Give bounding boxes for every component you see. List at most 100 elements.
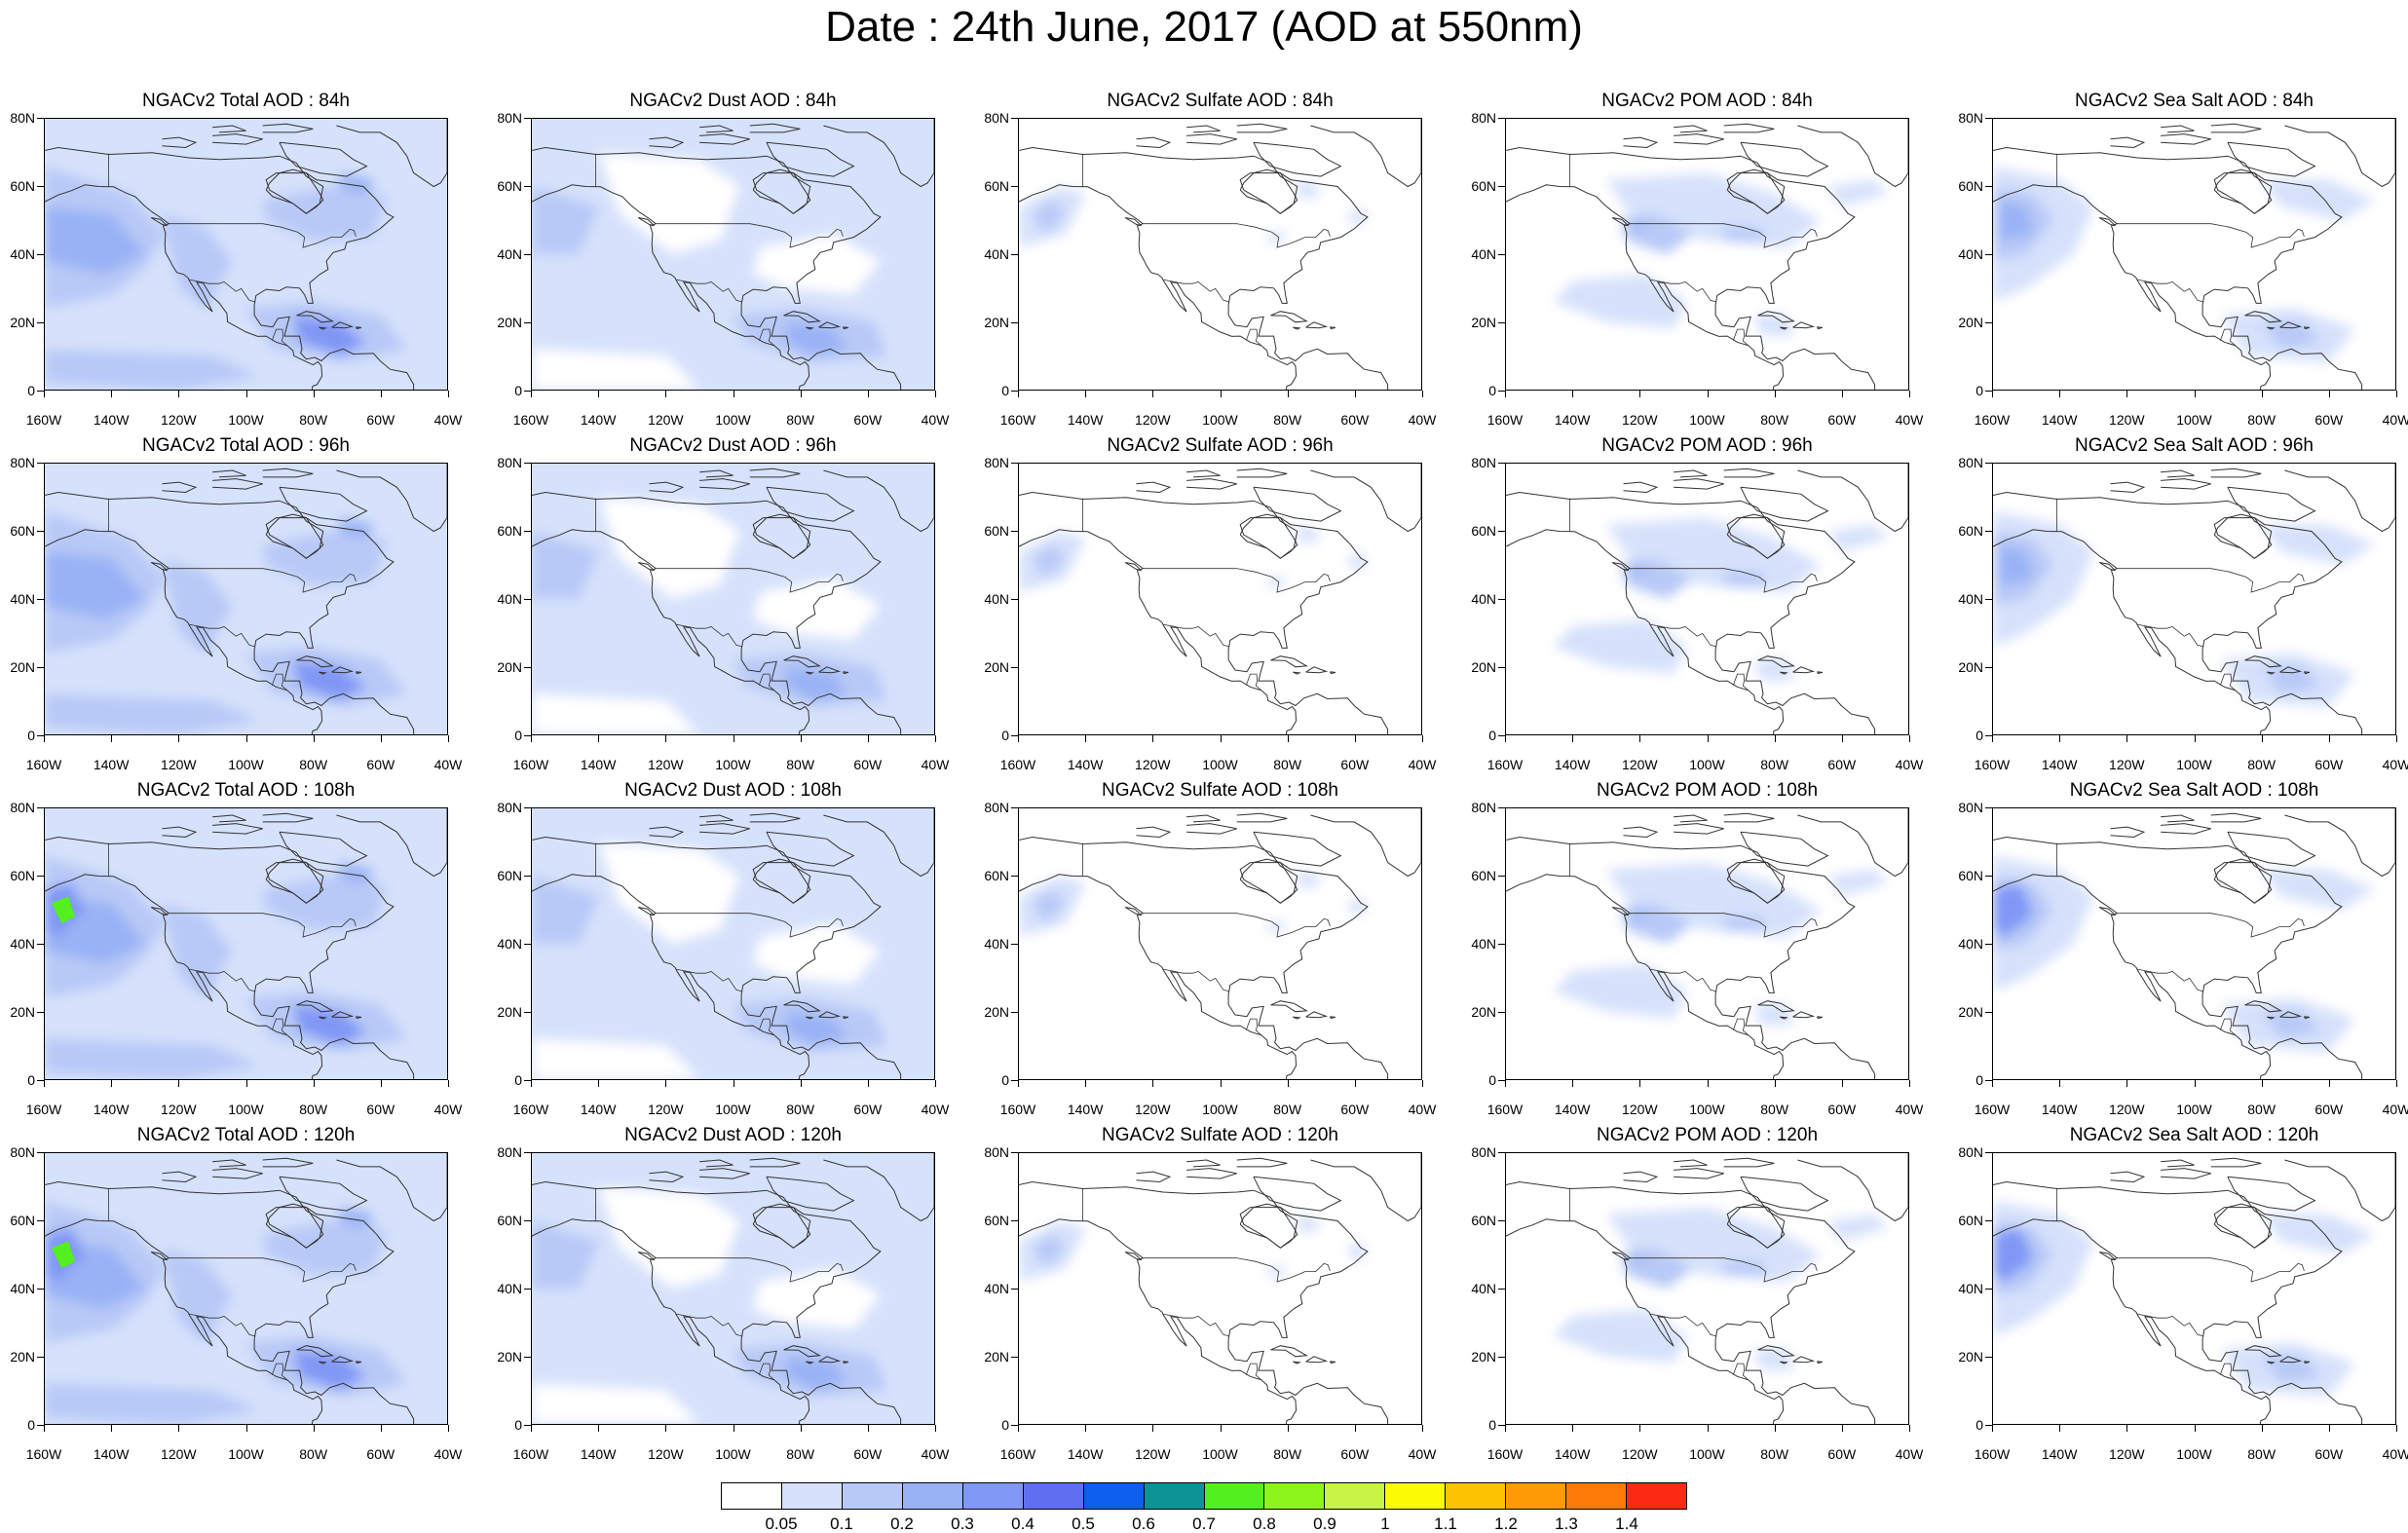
lat-tick	[1498, 1152, 1505, 1153]
aod-shade	[192, 1322, 216, 1343]
lon-tick-label: 100W	[1202, 1102, 1238, 1117]
aod-shade	[1827, 1214, 1889, 1242]
coastline	[783, 1000, 821, 1013]
aod-shade	[1347, 551, 1368, 573]
lat-tick-label: 80N	[10, 1144, 35, 1160]
lon-tick	[1707, 1425, 1709, 1432]
lon-tick	[1572, 391, 1574, 397]
coastline	[1611, 562, 1629, 572]
lat-tick	[1011, 1220, 1018, 1221]
lon-tick-label: 40W	[1408, 1446, 1437, 1462]
lon-tick	[1639, 391, 1641, 397]
coastlines	[532, 1153, 934, 1424]
lon-tick-label: 80W	[1273, 412, 1302, 428]
lat-tick-label: 60N	[1958, 1213, 1983, 1228]
country-border	[2219, 673, 2237, 692]
lat-tick-label: 60N	[10, 178, 35, 194]
lat-tick-label: 0	[514, 1417, 522, 1433]
lon-tick	[380, 735, 382, 742]
country-border	[2219, 328, 2237, 347]
lon-tick-label: 120W	[161, 757, 197, 772]
lon-tick-label: 40W	[1408, 1102, 1437, 1117]
lat-tick-label: 80N	[497, 800, 522, 815]
aod-shade	[192, 287, 216, 309]
map-frame	[1992, 118, 2396, 391]
country-border	[1143, 1257, 1331, 1283]
lat-tick	[1985, 876, 1992, 877]
lon-tick	[2328, 391, 2330, 397]
lon-tick-label: 140W	[93, 1446, 130, 1462]
coastline	[1674, 478, 1724, 490]
coastline	[212, 469, 246, 478]
coastline	[1726, 513, 1786, 559]
country-border	[169, 568, 357, 593]
lat-tick-label: 60N	[1471, 1213, 1496, 1228]
lon-tick-label: 100W	[1689, 412, 1725, 428]
lon-tick	[1018, 1425, 1019, 1432]
coastline	[2161, 823, 2211, 835]
coastline	[783, 1345, 821, 1358]
lon-tick-label: 120W	[161, 412, 197, 428]
lon-tick	[1152, 391, 1154, 397]
aod-shade	[1347, 1241, 1368, 1262]
country-border	[1245, 673, 1262, 692]
coastline	[318, 1016, 327, 1020]
panel-title: NGACv2 Dust AOD : 84h	[629, 91, 837, 111]
lat-tick	[1011, 599, 1018, 600]
aod-map	[1019, 808, 1421, 1079]
coastline	[2266, 326, 2276, 330]
coastline	[1124, 907, 1142, 916]
lon-tick-label: 40W	[433, 757, 463, 772]
coastline	[2110, 826, 2146, 839]
aod-shade	[262, 1220, 388, 1276]
aod-shade	[1720, 227, 1768, 242]
lon-tick	[1018, 1080, 1019, 1087]
lat-tick-label: 40N	[984, 936, 1009, 952]
aod-field	[532, 497, 887, 734]
lon-tick	[2194, 735, 2196, 742]
lon-tick	[1422, 1425, 1423, 1432]
aod-map	[532, 808, 934, 1079]
aod-shade	[1553, 1308, 1687, 1364]
lat-tick-label: 20N	[10, 659, 35, 675]
country-border	[1732, 673, 1750, 692]
coastline	[532, 1218, 810, 1424]
coastline	[2303, 326, 2311, 330]
aod-field	[1553, 1207, 1889, 1370]
lat-tick	[37, 463, 44, 464]
coastline	[1019, 1218, 1298, 1424]
coastline	[1270, 1000, 1308, 1013]
coastline	[296, 655, 334, 668]
lon-tick-label: 140W	[580, 412, 617, 428]
aod-shade	[1827, 869, 1889, 897]
coastline	[1993, 1218, 2272, 1424]
aod-shade	[1553, 963, 1687, 1019]
lat-tick	[37, 1152, 44, 1153]
aod-field	[1019, 524, 1368, 592]
lon-tick	[2396, 1425, 2397, 1432]
aod-map	[1993, 1153, 2395, 1424]
lon-tick	[598, 391, 600, 397]
lon-tick	[1220, 1080, 1222, 1087]
lon-tick	[44, 1080, 45, 1087]
lon-tick	[44, 735, 45, 742]
aod-shade	[1606, 862, 1822, 937]
lat-tick	[1985, 599, 1992, 600]
lat-tick-label: 80N	[1958, 800, 1983, 815]
coastline	[1611, 1252, 1629, 1261]
lat-tick	[1011, 735, 1018, 736]
country-border	[675, 623, 743, 648]
country-border	[188, 279, 256, 303]
map-panel: NGACv2 POM AOD : 96h 80N 60N 40N 20N 0 160W 140…	[1461, 436, 1968, 806]
lon-tick-label: 140W	[2041, 1102, 2078, 1117]
lat-tick-label: 80N	[984, 1144, 1009, 1160]
lat-tick-label: 20N	[1471, 1004, 1496, 1020]
coastline	[1310, 119, 1421, 188]
coastlines	[45, 808, 447, 1079]
lon-tick-label: 140W	[1067, 757, 1104, 772]
coastline	[1993, 529, 2272, 734]
coastline	[1019, 874, 1298, 1079]
lat-tick	[1498, 186, 1505, 187]
aod-shade	[1347, 896, 1368, 917]
coastline	[649, 136, 685, 149]
